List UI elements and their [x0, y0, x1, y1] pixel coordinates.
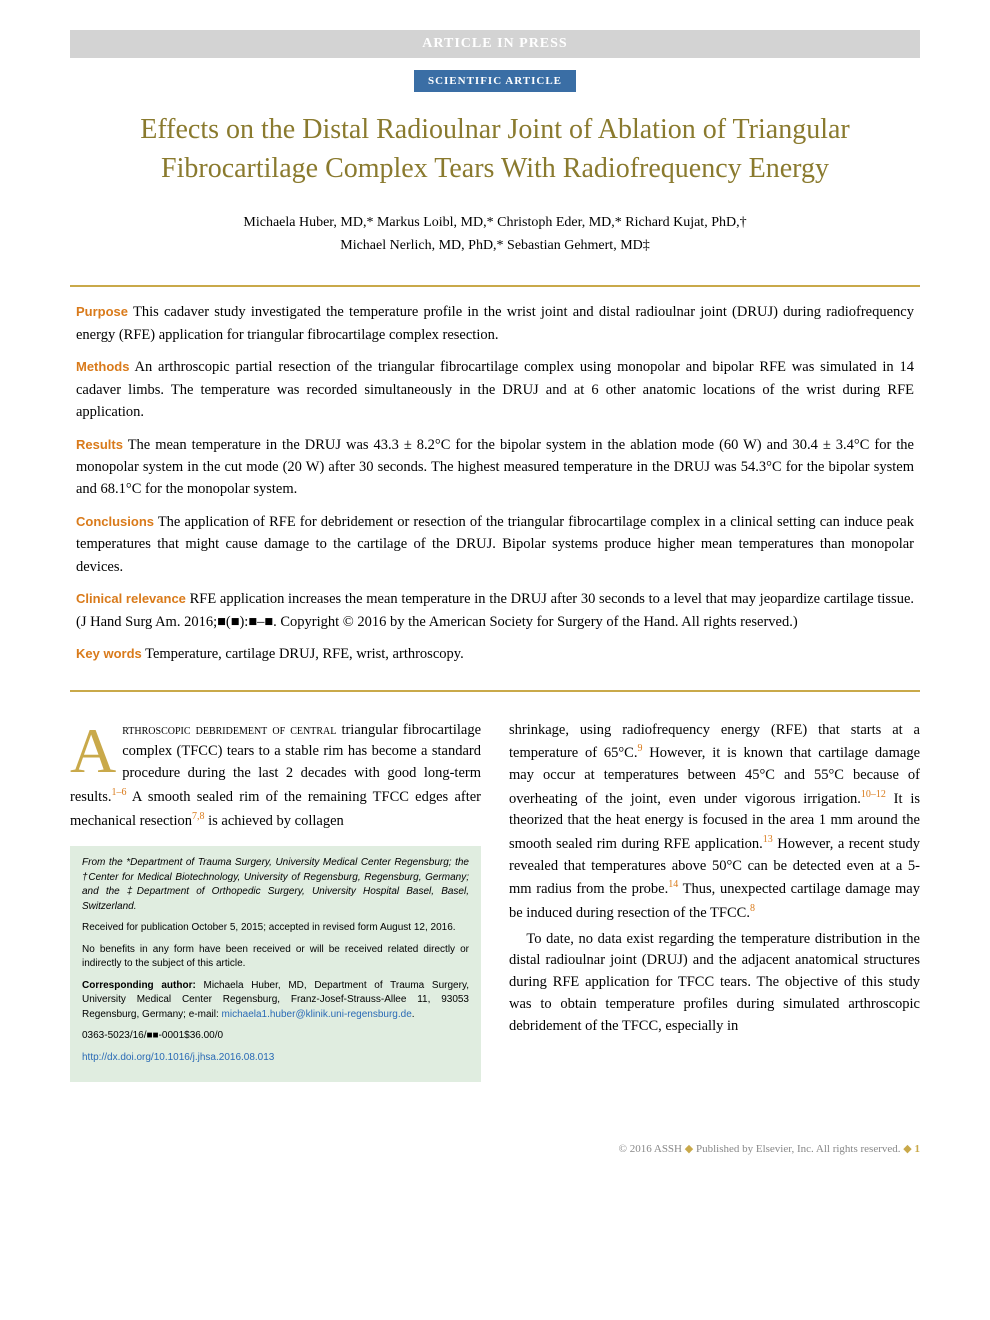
article-title: Effects on the Distal Radioulnar Joint o…	[70, 110, 920, 188]
right-column: shrinkage, using radiofrequency energy (…	[509, 720, 920, 1082]
issn-line: 0363-5023/16/■■-0001$36.00/0	[82, 1029, 469, 1044]
conclusions-label: Conclusions	[76, 514, 154, 529]
page-footer: © 2016 ASSH ◆ Published by Elsevier, Inc…	[70, 1142, 920, 1155]
authors-line-1: Michaela Huber, MD,* Markus Loibl, MD,* …	[243, 215, 746, 230]
abstract-results: Results The mean temperature in the DRUJ…	[76, 434, 914, 501]
left-column: Arthroscopic debridement of central tria…	[70, 720, 481, 1082]
abstract-purpose: Purpose This cadaver study investigated …	[76, 301, 914, 346]
diamond-icon-2: ◆	[903, 1143, 911, 1155]
ref-7-8[interactable]: 7,8	[192, 811, 205, 822]
ref-10-12[interactable]: 10–12	[861, 789, 886, 800]
intro-paragraph: Arthroscopic debridement of central tria…	[70, 720, 481, 832]
intro-smallcaps: rthroscopic debridement of central	[122, 722, 336, 738]
clinical-label: Clinical relevance	[76, 591, 186, 606]
author-info-box: From the *Department of Trauma Surgery, …	[70, 846, 481, 1082]
methods-text: An arthroscopic partial resection of the…	[76, 359, 914, 420]
article-in-press-banner: ARTICLE IN PRESS	[70, 30, 920, 58]
footer-copyright: © 2016 ASSH	[619, 1143, 685, 1155]
ref-13[interactable]: 13	[763, 834, 773, 845]
keywords-text: Temperature, cartilage DRUJ, RFE, wrist,…	[145, 646, 464, 662]
corr-label: Corresponding author:	[82, 980, 196, 991]
scientific-article-banner: SCIENTIFIC ARTICLE	[414, 70, 576, 92]
doi-link[interactable]: http://dx.doi.org/10.1016/j.jhsa.2016.08…	[82, 1052, 274, 1063]
purpose-label: Purpose	[76, 304, 128, 319]
page-number: 1	[915, 1143, 921, 1155]
ref-8[interactable]: 8	[750, 903, 755, 914]
ref-1-6[interactable]: 1–6	[111, 787, 126, 798]
abstract-keywords: Key words Temperature, cartilage DRUJ, R…	[76, 643, 914, 665]
methods-label: Methods	[76, 359, 129, 374]
purpose-text: This cadaver study investigated the temp…	[76, 304, 914, 342]
corr-period: .	[412, 1009, 415, 1020]
results-label: Results	[76, 437, 123, 452]
right-paragraph-2: To date, no data exist regarding the tem…	[509, 929, 920, 1038]
benefits-statement: No benefits in any form have been receiv…	[82, 943, 469, 972]
corresponding-author: Corresponding author: Michaela Huber, MD…	[82, 979, 469, 1023]
affiliations: From the *Department of Trauma Surgery, …	[82, 856, 469, 914]
authors-line-2: Michael Nerlich, MD, PhD,* Sebastian Geh…	[340, 238, 650, 253]
corr-email-link[interactable]: michaela1.huber@klinik.uni-regensburg.de	[222, 1009, 412, 1020]
intro-rest-3: is achieved by collagen	[204, 812, 343, 828]
doi-line: http://dx.doi.org/10.1016/j.jhsa.2016.08…	[82, 1051, 469, 1066]
abstract-clinical: Clinical relevance RFE application incre…	[76, 588, 914, 633]
authors-block: Michaela Huber, MD,* Markus Loibl, MD,* …	[70, 212, 920, 257]
ref-14[interactable]: 14	[668, 879, 678, 890]
keywords-label: Key words	[76, 646, 142, 661]
right-paragraph-1: shrinkage, using radiofrequency energy (…	[509, 720, 920, 925]
abstract-box: Purpose This cadaver study investigated …	[70, 285, 920, 692]
received-date: Received for publication October 5, 2015…	[82, 921, 469, 936]
diamond-icon: ◆	[685, 1143, 693, 1155]
dropcap-letter: A	[70, 720, 122, 778]
clinical-text: RFE application increases the mean tempe…	[76, 591, 914, 629]
footer-publisher: Published by Elsevier, Inc. All rights r…	[696, 1143, 903, 1155]
body-columns: Arthroscopic debridement of central tria…	[70, 720, 920, 1082]
abstract-conclusions: Conclusions The application of RFE for d…	[76, 511, 914, 578]
conclusions-text: The application of RFE for debridement o…	[76, 514, 914, 575]
results-text: The mean temperature in the DRUJ was 43.…	[76, 437, 914, 498]
abstract-methods: Methods An arthroscopic partial resectio…	[76, 356, 914, 423]
